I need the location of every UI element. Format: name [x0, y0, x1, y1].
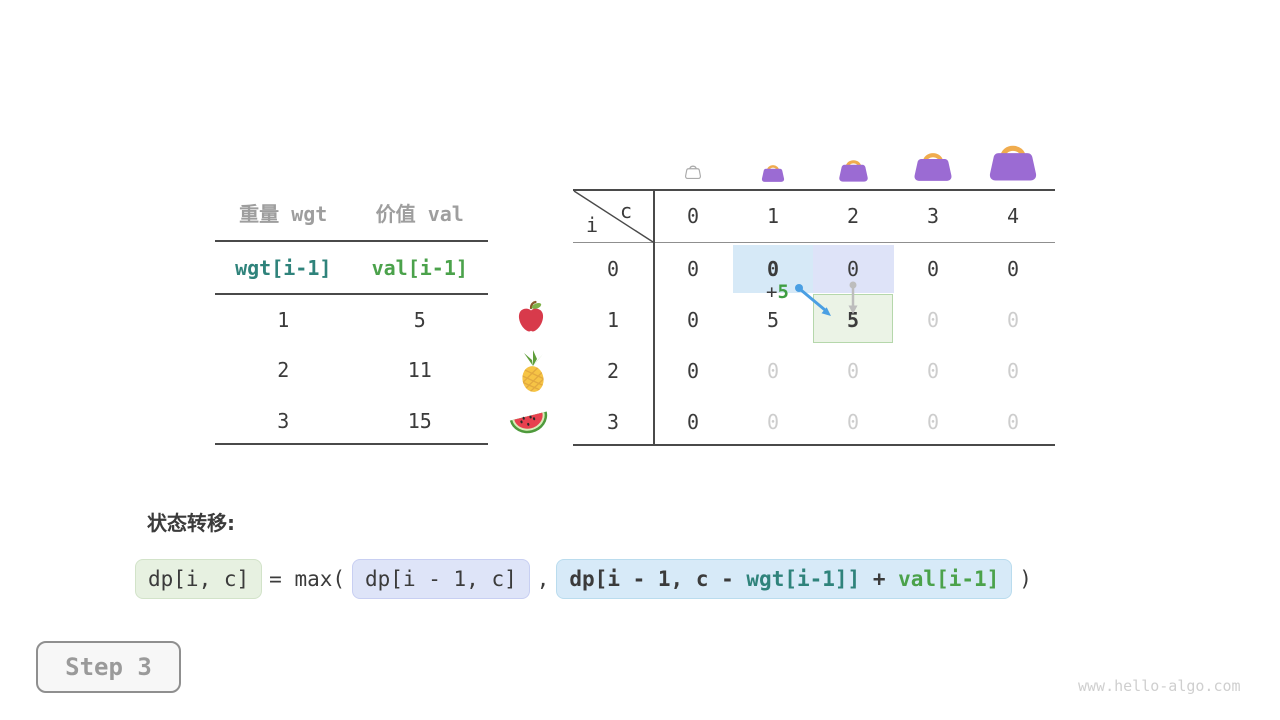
col-header-4: 4 — [1006, 204, 1020, 228]
row-header-1: 1 — [606, 307, 620, 332]
bag-size-2-icon — [839, 160, 868, 182]
state-transition-formula: dp[i, c] = max( dp[i - 1, c] , dp[i - 1,… — [135, 559, 1032, 599]
item-2-weight: 2 — [277, 358, 290, 382]
dp-cell-3-1: 0 — [766, 409, 780, 434]
dp-cell-3-2: 0 — [846, 409, 860, 434]
apple-icon — [518, 300, 544, 332]
item-row-3: 3 15 — [215, 405, 488, 437]
row-header-0: 0 — [606, 256, 620, 281]
dp-cell-0-2: 0 — [846, 256, 860, 281]
dp-cell-1-1: 5 — [766, 307, 780, 332]
formula-equals-max: = max( — [269, 567, 346, 591]
dp-cell-1-0: 0 — [686, 307, 700, 332]
dp-cell-2-4: 0 — [1006, 358, 1020, 383]
empty-bag-icon — [684, 165, 702, 180]
items-table-divider — [215, 443, 488, 445]
dp-column-headers: 0 1 2 3 4 — [653, 190, 1053, 242]
corner-col-variable: c — [620, 199, 633, 223]
col-header-2: 2 — [846, 204, 860, 228]
dp-cell-0-0: 0 — [686, 256, 700, 281]
weight-formula-label: wgt[i-1] — [235, 256, 332, 280]
formula-arg2-chip: dp[i - 1, c - wgt[i-1]] + val[i-1] — [556, 559, 1013, 599]
dp-cell-1-2: 5 — [846, 307, 860, 332]
item-3-weight: 3 — [277, 409, 290, 433]
formula-arg2-prefix: dp[i - 1, c - — [569, 567, 747, 591]
col-header-3: 3 — [926, 204, 940, 228]
weight-column-header: 重量 wgt — [239, 201, 328, 226]
plus-value-annotation: +5 — [766, 281, 789, 303]
formula-arg2-value-term: val[i-1] — [898, 567, 1000, 591]
item-3-value: 15 — [407, 409, 432, 433]
col-header-0: 0 — [686, 204, 700, 228]
dp-table-corner-diagonal — [573, 190, 654, 243]
dp-table-bottom-border — [573, 444, 1055, 446]
plus-value: 5 — [777, 281, 789, 303]
bag-size-3-icon — [914, 153, 952, 181]
dp-cell-2-3: 0 — [926, 358, 940, 383]
dp-cell-3-0: 0 — [686, 409, 700, 434]
dp-cell-3-3: 0 — [926, 409, 940, 434]
dp-cell-2-1: 0 — [766, 358, 780, 383]
vertical-transfer-arrow — [848, 281, 858, 314]
item-row-2: 2 11 — [215, 354, 488, 386]
step-indicator: Step 3 — [36, 641, 181, 693]
watermelon-icon — [509, 411, 548, 434]
formula-arg2-weight-term: wgt[i-1]] — [746, 567, 861, 591]
formula-comma: , — [536, 567, 550, 591]
dp-cell-1-4: 0 — [1006, 307, 1020, 332]
formula-closing-paren: ) — [1019, 567, 1032, 591]
col-header-1: 1 — [766, 204, 780, 228]
items-table-header-row: 重量 wgt 价值 val — [215, 196, 488, 228]
value-formula-label: val[i-1] — [371, 256, 468, 280]
formula-arg2-operator: + — [860, 567, 899, 591]
items-table-formula-row: wgt[i-1] val[i-1] — [215, 252, 488, 284]
plus-operator: + — [766, 281, 778, 303]
corner-row-variable: i — [586, 213, 599, 237]
pineapple-icon — [519, 350, 547, 394]
dp-cell-2-0: 0 — [686, 358, 700, 383]
dp-cell-0-3: 0 — [926, 256, 940, 281]
bag-size-1-icon — [761, 165, 785, 182]
items-table: 重量 wgt 价值 val wgt[i-1] val[i-1] 1 5 2 11… — [215, 190, 488, 450]
formula-arg1-chip: dp[i - 1, c] — [352, 559, 530, 599]
dp-table-vertical-divider — [653, 189, 655, 446]
dp-cell-3-4: 0 — [1006, 409, 1020, 434]
item-1-value: 5 — [413, 308, 426, 332]
items-table-divider — [215, 240, 488, 242]
dp-cell-2-2: 0 — [846, 358, 860, 383]
state-transition-label: 状态转移: — [147, 511, 235, 535]
bag-size-4-icon — [989, 145, 1037, 181]
dp-cell-1-3: 0 — [926, 307, 940, 332]
row-header-3: 3 — [606, 409, 620, 434]
dp-table-header-divider — [573, 242, 1055, 243]
dp-cell-0-1: 0 — [766, 256, 780, 281]
dp-table-top-border — [573, 189, 1055, 191]
item-2-value: 11 — [407, 358, 432, 382]
dp-cell-0-4: 0 — [1006, 256, 1020, 281]
items-table-divider — [215, 293, 488, 295]
row-header-2: 2 — [606, 358, 620, 383]
value-column-header: 价值 val — [375, 201, 464, 226]
formula-lhs-chip: dp[i, c] — [135, 559, 263, 599]
item-1-weight: 1 — [277, 308, 290, 332]
item-row-1: 1 5 — [215, 304, 488, 336]
transition-arrows — [795, 281, 858, 316]
watermark-url: www.hello-algo.com — [1078, 677, 1241, 695]
dp-cell-grid: 0 0 0 0 0 0 5 5 0 0 0 0 0 0 0 0 0 0 0 0 — [653, 243, 1053, 447]
diagonal-transfer-arrow — [795, 284, 831, 316]
dp-row-headers: 0 1 2 3 — [573, 243, 653, 447]
